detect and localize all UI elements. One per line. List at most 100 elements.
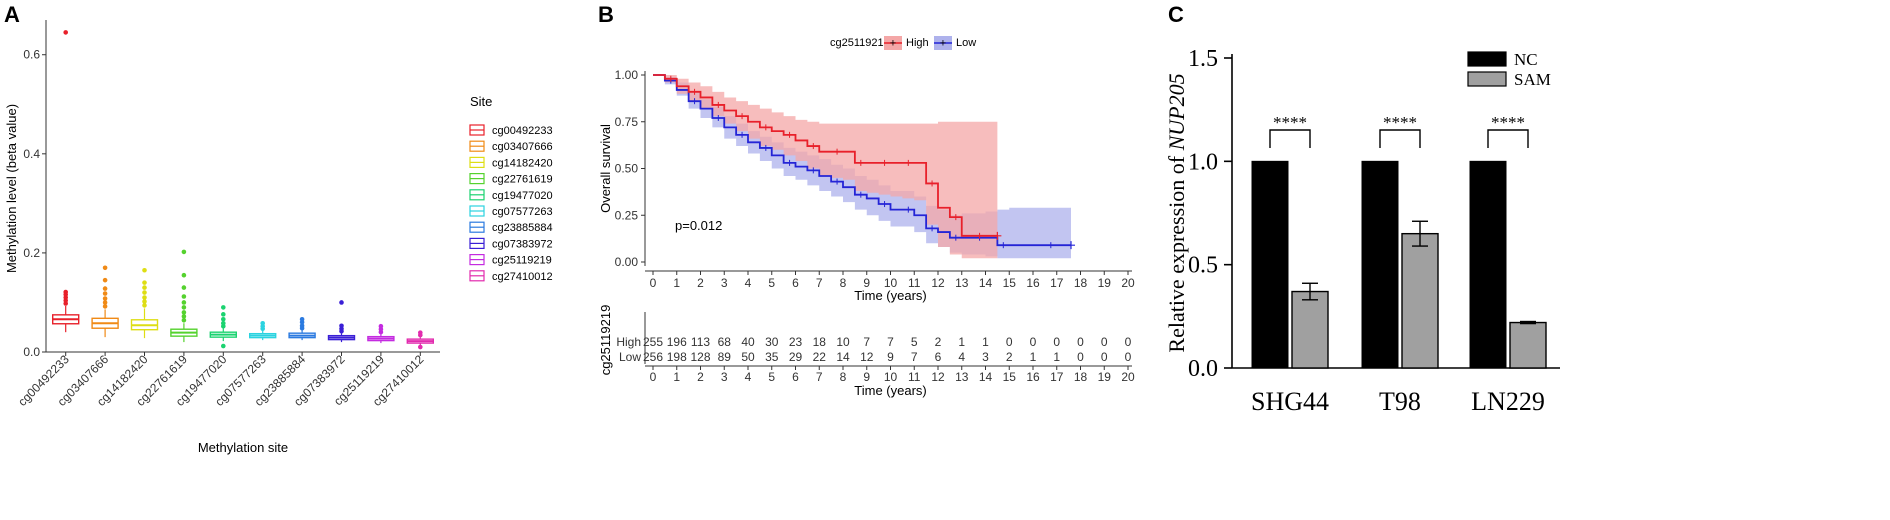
risk-count: 14: [836, 350, 850, 364]
risk-count: 7: [863, 335, 870, 349]
risk-count: 50: [741, 350, 755, 364]
censor-mark-end: [1067, 241, 1075, 250]
outlier-point: [142, 303, 147, 308]
y-tick-label: 0.0: [23, 345, 40, 359]
risk-x-tick-label: 7: [816, 370, 823, 384]
legend-label: cg27410012: [492, 271, 553, 283]
risk-count: 7: [911, 350, 918, 364]
legend-label: cg23885884: [492, 222, 553, 234]
y-tick-label: 0.00: [615, 255, 639, 269]
risk-count: 3: [982, 350, 989, 364]
x-tick-label: 6: [792, 276, 799, 290]
y-tick-label: 0.6: [23, 48, 40, 62]
legend-label: Low: [956, 37, 976, 49]
outlier-point: [181, 314, 187, 319]
outlier-point: [418, 344, 423, 350]
outlier-point: [299, 323, 305, 329]
risk-count: 22: [813, 350, 827, 364]
panel-label-b: B: [598, 2, 614, 27]
y-axis-title: Overall survival: [598, 124, 613, 213]
outlier-point: [142, 267, 147, 273]
risk-count: 196: [667, 335, 687, 349]
x-axis-title: Time (years): [854, 288, 926, 303]
risk-count: 35: [765, 350, 779, 364]
x-tick-label: T98: [1379, 387, 1421, 416]
x-tick-label: LN229: [1471, 387, 1545, 416]
censor-mark-end: [993, 231, 1002, 240]
legend-label: cg07577263: [492, 206, 553, 218]
y-tick-label: 1.00: [615, 68, 639, 82]
risk-x-tick-label: 15: [1003, 370, 1017, 384]
y-tick-label: 0.0: [1188, 356, 1218, 382]
legend-key-sam: [1467, 71, 1507, 87]
legend-key-nc: [1467, 51, 1507, 67]
significance-label: ****: [1273, 113, 1307, 132]
outlier-point: [102, 304, 108, 309]
legend-key-plus: +: [940, 38, 946, 50]
risk-count: 23: [789, 335, 803, 349]
outlier-point: [221, 317, 226, 322]
outlier-point: [260, 320, 266, 326]
outlier-point: [63, 289, 68, 295]
outlier-point: [142, 280, 147, 285]
risk-count: 10: [836, 335, 850, 349]
outlier-point: [142, 299, 147, 304]
y-tick-label: 0.50: [615, 162, 639, 176]
risk-x-tick-label: 17: [1050, 370, 1064, 384]
x-tick-label: 13: [955, 276, 969, 290]
risk-count: 68: [718, 335, 732, 349]
outlier-point: [181, 310, 187, 315]
risk-x-tick-label: 4: [745, 370, 752, 384]
risk-count: 2: [1006, 350, 1013, 364]
y-tick-label: 0.2: [23, 246, 40, 260]
x-tick-label: 1: [673, 276, 680, 290]
risk-row-label: Low: [619, 350, 641, 364]
risk-count: 0: [1053, 335, 1060, 349]
p-value-annotation: p=0.012: [675, 218, 722, 233]
legend-label: cg07383972: [492, 238, 553, 250]
risk-count: 89: [718, 350, 732, 364]
risk-count: 1: [958, 335, 965, 349]
risk-count: 1: [982, 335, 989, 349]
bar-sam-shg44: [1291, 290, 1329, 369]
risk-row-label: High: [616, 335, 641, 349]
x-tick-label: 5: [768, 276, 775, 290]
risk-count: 6: [935, 350, 942, 364]
outlier-point: [221, 320, 226, 326]
risk-count: 0: [1101, 350, 1108, 364]
significance-bracket: [1269, 129, 1311, 148]
outlier-point: [418, 330, 423, 335]
outlier-point: [102, 296, 108, 301]
panel-c-barchart: C 0.0 0.5 1.0 1.5 Relative expression of NUP…: [1150, 0, 1890, 520]
x-tick-label: 15: [1003, 276, 1017, 290]
risk-count: 30: [765, 335, 779, 349]
outlier-point: [102, 286, 108, 291]
risk-x-tick-label: 2: [697, 370, 704, 384]
bar-sam-t98: [1401, 232, 1439, 369]
x-tick-label: 12: [931, 276, 945, 290]
risk-count: 5: [911, 335, 918, 349]
panel-a-boxplot: A 0.0 0.2 0.4 0.6 Methylation level (beta va…: [0, 0, 600, 520]
risk-count: 12: [860, 350, 874, 364]
survival-curve-high: [653, 74, 998, 237]
risk-count: 128: [690, 350, 710, 364]
y-tick-label: 1.5: [1188, 46, 1218, 72]
risk-x-tick-label: 14: [979, 370, 993, 384]
outlier-point: [63, 30, 68, 35]
risk-count: 2: [935, 335, 942, 349]
outlier-point: [181, 305, 187, 310]
risk-x-tick-label: 10: [884, 370, 898, 384]
x-tick-label: 4: [745, 276, 752, 290]
legend-label: cg14182420: [492, 157, 553, 169]
bar-nc-t98: [1361, 160, 1399, 369]
risk-x-tick-label: 9: [863, 370, 870, 384]
risk-x-tick-label: 18: [1074, 370, 1088, 384]
x-tick-label: 11: [908, 276, 921, 290]
risk-x-tick-label: 11: [908, 370, 921, 384]
x-tick-label: 2: [697, 276, 704, 290]
survival-curve-low: [653, 74, 1071, 247]
legend-label: cg25119219: [492, 255, 552, 267]
legend-label: cg00492233: [492, 125, 553, 137]
risk-count: 1: [1053, 350, 1060, 364]
